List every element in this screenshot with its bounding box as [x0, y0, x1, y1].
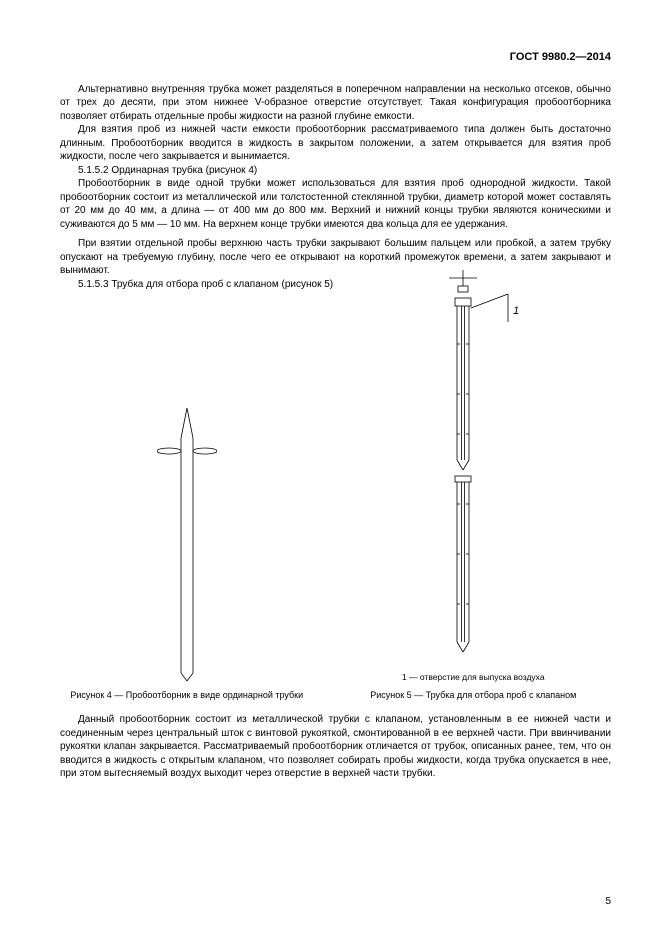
- figure-5-caption: Рисунок 5 — Трубка для отбора проб с кла…: [370, 689, 576, 701]
- figure-4-caption: Рисунок 4 — Пробоотборник в виде ординар…: [70, 689, 303, 701]
- paragraph-3: 5.1.5.2 Ординарная трубка (рисунок 4): [60, 164, 611, 178]
- figures-row: Рисунок 4 — Пробоотборник в виде ординар…: [60, 301, 611, 701]
- figure-5-drawing: 1: [413, 264, 533, 664]
- paragraph-1: Альтернативно внутренняя трубка может ра…: [60, 83, 611, 124]
- svg-text:1: 1: [513, 305, 519, 317]
- paragraph-2: Для взятия проб из нижней части емкости …: [60, 123, 611, 164]
- figure-4-column: Рисунок 4 — Пробоотборник в виде ординар…: [60, 383, 313, 701]
- paragraph-4: Пробоотборник в виде одной трубки может …: [60, 177, 611, 231]
- document-header: ГОСТ 9980.2—2014: [60, 50, 611, 65]
- figure-5-column: 1 1 — отверстие для выпуска воздуха Рису…: [336, 264, 612, 701]
- figure-5-note: 1 — отверстие для выпуска воздуха: [402, 672, 545, 683]
- paragraph-7: Данный пробоотборник состоит из металлич…: [60, 713, 611, 781]
- page-number: 5: [605, 895, 611, 909]
- figure-4-drawing: [157, 383, 217, 683]
